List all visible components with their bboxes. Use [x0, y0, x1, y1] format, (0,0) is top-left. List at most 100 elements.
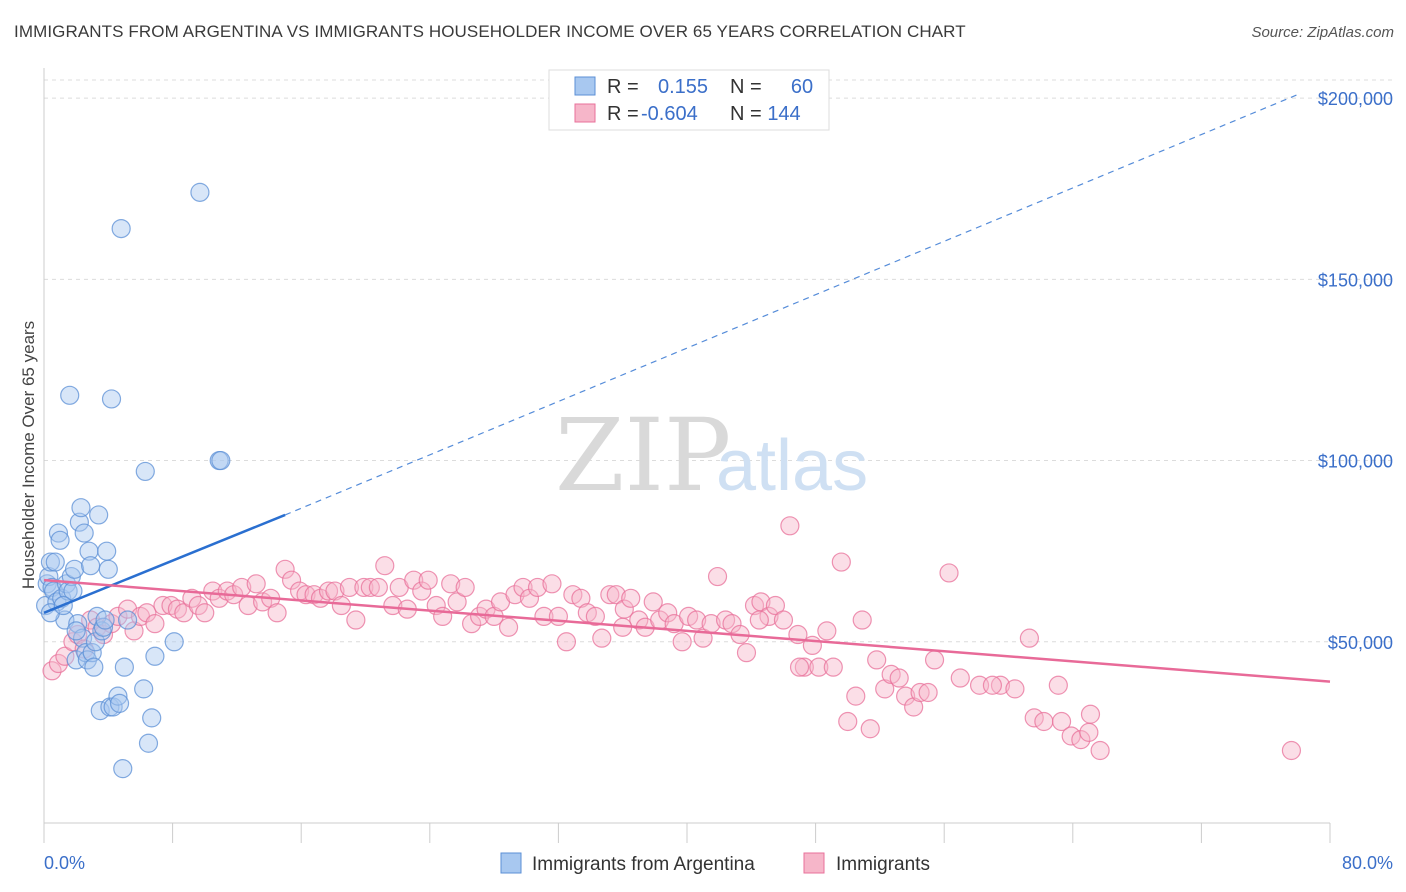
data-point-argentina — [60, 385, 80, 405]
data-point-immigrants — [153, 595, 173, 616]
data-point-immigrants — [658, 603, 678, 623]
data-point-immigrants — [585, 606, 605, 627]
data-point-immigrants — [267, 603, 287, 623]
x-tick-label-max: 80.0% — [1342, 853, 1393, 873]
data-point-immigrants — [281, 570, 302, 590]
data-point-argentina — [135, 461, 155, 482]
data-point-immigrants — [643, 592, 663, 612]
data-point-immigrants — [867, 650, 887, 670]
data-point-immigrants — [838, 711, 858, 732]
data-point-immigrants — [606, 585, 626, 605]
data-point-argentina — [93, 617, 114, 637]
data-point-immigrants — [556, 632, 577, 652]
data-point-immigrants — [736, 643, 757, 663]
data-point-immigrants — [498, 617, 519, 637]
data-point-immigrants — [889, 668, 909, 688]
data-point-immigrants — [412, 581, 432, 601]
trend-line-argentina — [43, 513, 286, 614]
data-point-immigrants — [910, 682, 930, 703]
data-point-immigrants — [789, 657, 810, 677]
data-point-immigrants — [722, 614, 742, 634]
source-label: Source: ZipAtlas.com — [1251, 24, 1394, 41]
data-point-immigrants — [1080, 704, 1101, 724]
data-point-immigrants — [773, 610, 794, 630]
data-point-argentina — [97, 541, 117, 561]
y-tick-label: $50,000 — [1328, 633, 1393, 653]
data-point-argentina — [50, 530, 70, 550]
series-immigrants-points — [42, 516, 1302, 761]
y-tick-label: $150,000 — [1318, 270, 1393, 290]
y-tick-labels: $50,000 $100,000 $150,000 $200,000 — [1318, 89, 1393, 653]
grid-lines — [44, 79, 1395, 643]
data-point-immigrants — [1034, 711, 1054, 732]
chart-title: IMMIGRANTS FROM ARGENTINA VS IMMIGRANTS … — [14, 22, 966, 41]
data-point-argentina — [64, 559, 85, 579]
data-point-immigrants — [896, 686, 916, 706]
data-point-argentina — [74, 523, 94, 543]
data-point-argentina — [81, 556, 101, 576]
data-point-immigrants — [383, 595, 403, 616]
legend: R = 0.155 N = 60 R = -0.604 N = 144 — [548, 69, 830, 131]
data-point-immigrants — [354, 577, 374, 598]
data-point-immigrants — [715, 610, 736, 630]
data-point-immigrants — [749, 610, 769, 630]
data-point-immigrants — [296, 585, 316, 605]
legend-r-value-2: -0.604 — [641, 103, 698, 125]
data-point-argentina — [145, 646, 165, 666]
data-point-immigrants — [990, 675, 1011, 695]
data-point-argentina — [103, 697, 123, 717]
data-point-argentina — [69, 512, 89, 532]
data-point-argentina — [190, 182, 210, 202]
legend-n-value-1: 60 — [791, 76, 813, 98]
data-point-argentina — [101, 389, 122, 409]
data-point-immigrants — [918, 682, 938, 703]
data-point-immigrants — [817, 621, 837, 641]
data-point-immigrants — [629, 610, 649, 630]
data-point-immigrants — [600, 585, 620, 605]
legend-swatch-pink — [574, 103, 596, 123]
data-point-argentina — [40, 552, 61, 572]
data-point-immigrants — [145, 614, 165, 634]
data-point-argentina — [142, 708, 162, 728]
data-point-argentina — [164, 632, 184, 652]
y-tick-label: $200,000 — [1318, 89, 1393, 109]
data-point-immigrants — [1079, 722, 1099, 742]
data-point-immigrants — [794, 657, 814, 677]
data-point-argentina — [84, 657, 104, 677]
data-point-immigrants — [592, 628, 612, 648]
data-point-immigrants — [744, 595, 765, 616]
data-point-immigrants — [765, 595, 786, 616]
data-point-argentina — [66, 621, 86, 641]
watermark-zip: ZIP — [555, 397, 731, 514]
data-point-immigrants — [687, 610, 707, 630]
data-point-immigrants — [860, 719, 880, 739]
data-point-immigrants — [188, 595, 208, 616]
data-point-argentina — [89, 505, 109, 525]
data-point-argentina — [138, 733, 159, 753]
watermark-atlas: atlas — [716, 426, 868, 506]
bottom-legend: Immigrants from Argentina Immigrants — [500, 852, 930, 875]
data-point-immigrants — [441, 574, 461, 594]
data-point-immigrants — [418, 570, 438, 590]
y-tick-label: $100,000 — [1318, 452, 1393, 472]
trend-line-immigrants — [43, 578, 1331, 683]
data-point-immigrants — [1051, 711, 1072, 732]
data-point-immigrants — [339, 577, 360, 598]
data-point-immigrants — [331, 595, 351, 616]
data-point-immigrants — [527, 577, 548, 598]
data-point-argentina — [95, 610, 115, 630]
legend-r-label-2: R = — [607, 103, 639, 125]
data-point-immigrants — [852, 610, 872, 630]
data-point-argentina — [71, 498, 91, 518]
data-point-immigrants — [1024, 708, 1044, 728]
data-point-immigrants — [1048, 675, 1068, 695]
data-point-argentina — [66, 650, 86, 670]
series-argentina-points — [36, 182, 231, 779]
data-point-immigrants — [304, 585, 324, 605]
data-point-immigrants — [1090, 740, 1110, 761]
data-point-immigrants — [939, 563, 959, 583]
data-point-immigrants — [831, 552, 851, 572]
data-point-immigrants — [548, 606, 569, 627]
bottom-legend-series2: Immigrants — [836, 854, 930, 875]
